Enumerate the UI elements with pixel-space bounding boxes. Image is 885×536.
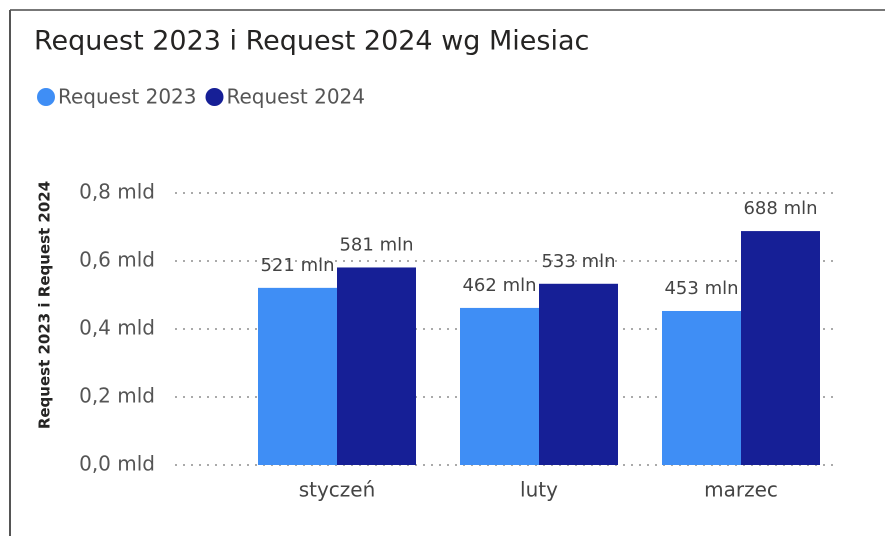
data-label: 462 mln xyxy=(462,275,536,296)
legend-marker xyxy=(205,88,224,106)
data-label: 453 mln xyxy=(664,278,738,299)
x-tick-label: luty xyxy=(520,478,558,502)
x-tick-label: marzec xyxy=(704,478,778,502)
data-label: 688 mln xyxy=(743,198,817,219)
bar xyxy=(662,310,741,465)
y-tick-label: 0,2 mld xyxy=(79,384,155,408)
bar xyxy=(460,307,539,465)
bar xyxy=(258,287,337,465)
y-tick-label: 0,4 mld xyxy=(79,316,155,340)
bar xyxy=(539,283,618,465)
legend-label: Request 2023 xyxy=(58,85,197,109)
bar xyxy=(741,231,820,465)
y-tick-label: 0,0 mld xyxy=(79,452,155,476)
y-tick-label: 0,8 mld xyxy=(79,180,155,204)
y-axis-title: Request 2023 i Request 2024 xyxy=(36,181,54,429)
data-label: 533 mln xyxy=(541,251,615,272)
x-tick-label: styczeń xyxy=(299,478,376,502)
data-label: 581 mln xyxy=(339,234,413,255)
bar xyxy=(337,267,416,465)
data-label: 521 mln xyxy=(260,255,334,276)
legend-marker xyxy=(37,88,55,106)
legend-label: Request 2024 xyxy=(227,85,366,109)
y-tick-label: 0,6 mld xyxy=(79,248,155,272)
chart-title: Request 2023 i Request 2024 wg Miesiac xyxy=(34,26,589,57)
